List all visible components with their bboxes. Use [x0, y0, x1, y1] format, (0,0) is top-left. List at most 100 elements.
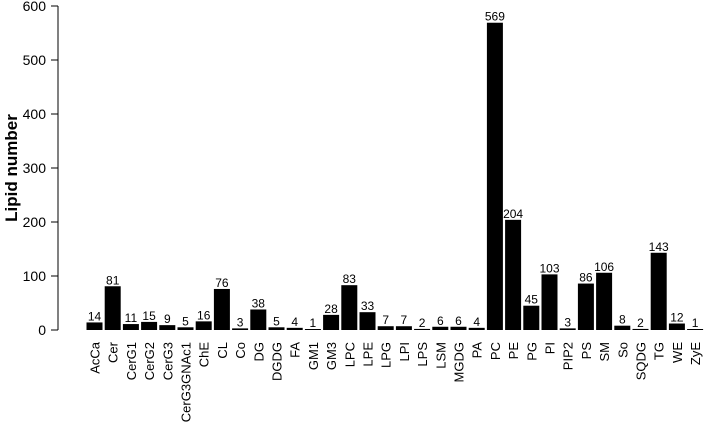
category-label-MGDG: MGDG — [452, 342, 467, 382]
bar-CerG2 — [141, 321, 158, 330]
category-label-CerG2: CerG2 — [142, 342, 157, 380]
bar-PIP2 — [559, 328, 576, 330]
bar-ChE — [195, 321, 212, 330]
bar-ZyE — [687, 329, 704, 330]
y-axis: 0 100 200 300 400 500 600 — [23, 0, 59, 338]
bar-PA — [468, 327, 485, 330]
bar-value-label-LPC: 83 — [343, 272, 357, 286]
bar-value-label-LPE: 33 — [361, 299, 375, 313]
bar-value-label-ChE: 16 — [197, 308, 211, 322]
bar-value-label-CerG1: 11 — [125, 311, 138, 325]
bar-So — [614, 325, 631, 330]
category-label-PA: PA — [470, 342, 485, 359]
y-tick-label: 500 — [23, 52, 47, 68]
bar-value-label-PS: 86 — [579, 271, 593, 285]
bar-DGDG — [268, 327, 285, 330]
bar-value-label-SQDG: 2 — [637, 316, 644, 330]
bar-value-label-DGDG: 5 — [273, 314, 280, 328]
bar-value-label-DG: 38 — [252, 296, 266, 310]
bar-CerG3GNAc1 — [177, 327, 194, 330]
category-label-PI: PI — [543, 342, 558, 354]
bar-value-label-LSM: 6 — [437, 314, 444, 328]
bar-Cer — [104, 286, 121, 330]
bar-value-label-CerG3: 9 — [164, 312, 171, 326]
category-label-WE: WE — [670, 342, 685, 363]
bar-value-label-PIP2: 3 — [564, 315, 571, 329]
category-label-Co: Co — [233, 342, 248, 359]
category-label-ZyE: ZyE — [688, 342, 703, 365]
category-label-LPI: LPI — [397, 342, 412, 362]
bar-value-label-ZyE: 1 — [692, 316, 699, 330]
bar-GM3 — [323, 314, 340, 330]
y-axis-title: Lipid number — [2, 114, 21, 222]
bar-value-label-FA: 4 — [291, 315, 298, 329]
category-label-LPG: LPG — [379, 342, 394, 368]
bar-value-label-LPG: 7 — [382, 313, 389, 327]
bar-LSM — [432, 326, 449, 330]
bar-LPG — [377, 326, 394, 330]
bar-value-label-Co: 3 — [237, 315, 244, 329]
x-axis-labels: AcCa Cer CerG1 CerG2 CerG3 CerG3GNAc1 ChE CL Co D… — [88, 341, 704, 422]
bar-Co — [232, 328, 249, 330]
bar-value-label-CerG2: 15 — [142, 309, 156, 323]
bar-value-label-SM: 106 — [594, 260, 614, 274]
bar-value-label-LPS: 2 — [419, 316, 426, 330]
category-label-So: So — [615, 342, 630, 358]
bar-PI — [541, 274, 558, 330]
y-tick-label: 100 — [23, 268, 47, 284]
bar-value-label-So: 8 — [619, 313, 626, 327]
category-label-CerG1: CerG1 — [124, 342, 139, 380]
bar-CerG3 — [159, 325, 176, 330]
bar-value-label-CL: 76 — [215, 276, 229, 290]
bars-group — [86, 22, 704, 331]
category-label-PE: PE — [506, 342, 521, 360]
category-label-DGDG: DGDG — [270, 342, 285, 381]
category-label-AcCa: AcCa — [88, 341, 103, 374]
category-label-CerG3: CerG3 — [160, 342, 175, 380]
category-label-CerG3GNAc1: CerG3GNAc1 — [179, 342, 194, 422]
category-label-LPC: LPC — [342, 342, 357, 367]
bar-value-label-GM3: 28 — [324, 302, 338, 316]
bar-SM — [596, 272, 613, 330]
bar-PE — [505, 219, 522, 330]
bar-CL — [213, 288, 230, 330]
y-tick-label: 0 — [38, 322, 46, 338]
bar-GM1 — [304, 329, 321, 330]
bar-PS — [577, 283, 594, 330]
bar-PC — [486, 22, 503, 331]
category-label-DG: DG — [251, 342, 266, 362]
bar-FA — [286, 327, 303, 330]
category-label-TG: TG — [652, 342, 667, 360]
y-tick-label: 400 — [23, 106, 47, 122]
bar-value-label-AcCa: 14 — [88, 309, 102, 323]
category-label-PS: PS — [579, 342, 594, 360]
category-label-LSM: LSM — [433, 342, 448, 369]
y-tick-label: 600 — [23, 0, 47, 14]
bar-value-label-Cer: 81 — [106, 273, 120, 287]
bar-PG — [523, 305, 540, 330]
bar-value-label-LPI: 7 — [401, 313, 408, 327]
category-label-PIP2: PIP2 — [561, 342, 576, 370]
category-label-PC: PC — [488, 342, 503, 360]
y-tick-label: 300 — [23, 160, 47, 176]
bar-LPC — [341, 285, 358, 330]
bar-value-label-PE: 204 — [503, 207, 523, 221]
bar-value-label-PI: 103 — [539, 261, 559, 275]
bar-value-label-PG: 45 — [525, 293, 539, 307]
bar-SQDG — [632, 328, 649, 330]
bar-AcCa — [86, 322, 103, 330]
bar-DG — [250, 309, 267, 330]
bar-value-label-PA: 4 — [473, 315, 480, 329]
category-label-SM: SM — [597, 342, 612, 362]
bar-TG — [650, 252, 667, 330]
category-label-LPE: LPE — [361, 342, 376, 367]
bar-CerG1 — [122, 324, 139, 330]
category-label-FA: FA — [288, 342, 303, 358]
bar-value-label-PC: 569 — [485, 10, 505, 24]
category-label-CL: CL — [215, 342, 230, 359]
bar-LPS — [414, 328, 431, 330]
category-label-GM3: GM3 — [324, 342, 339, 370]
bar-WE — [668, 323, 685, 330]
